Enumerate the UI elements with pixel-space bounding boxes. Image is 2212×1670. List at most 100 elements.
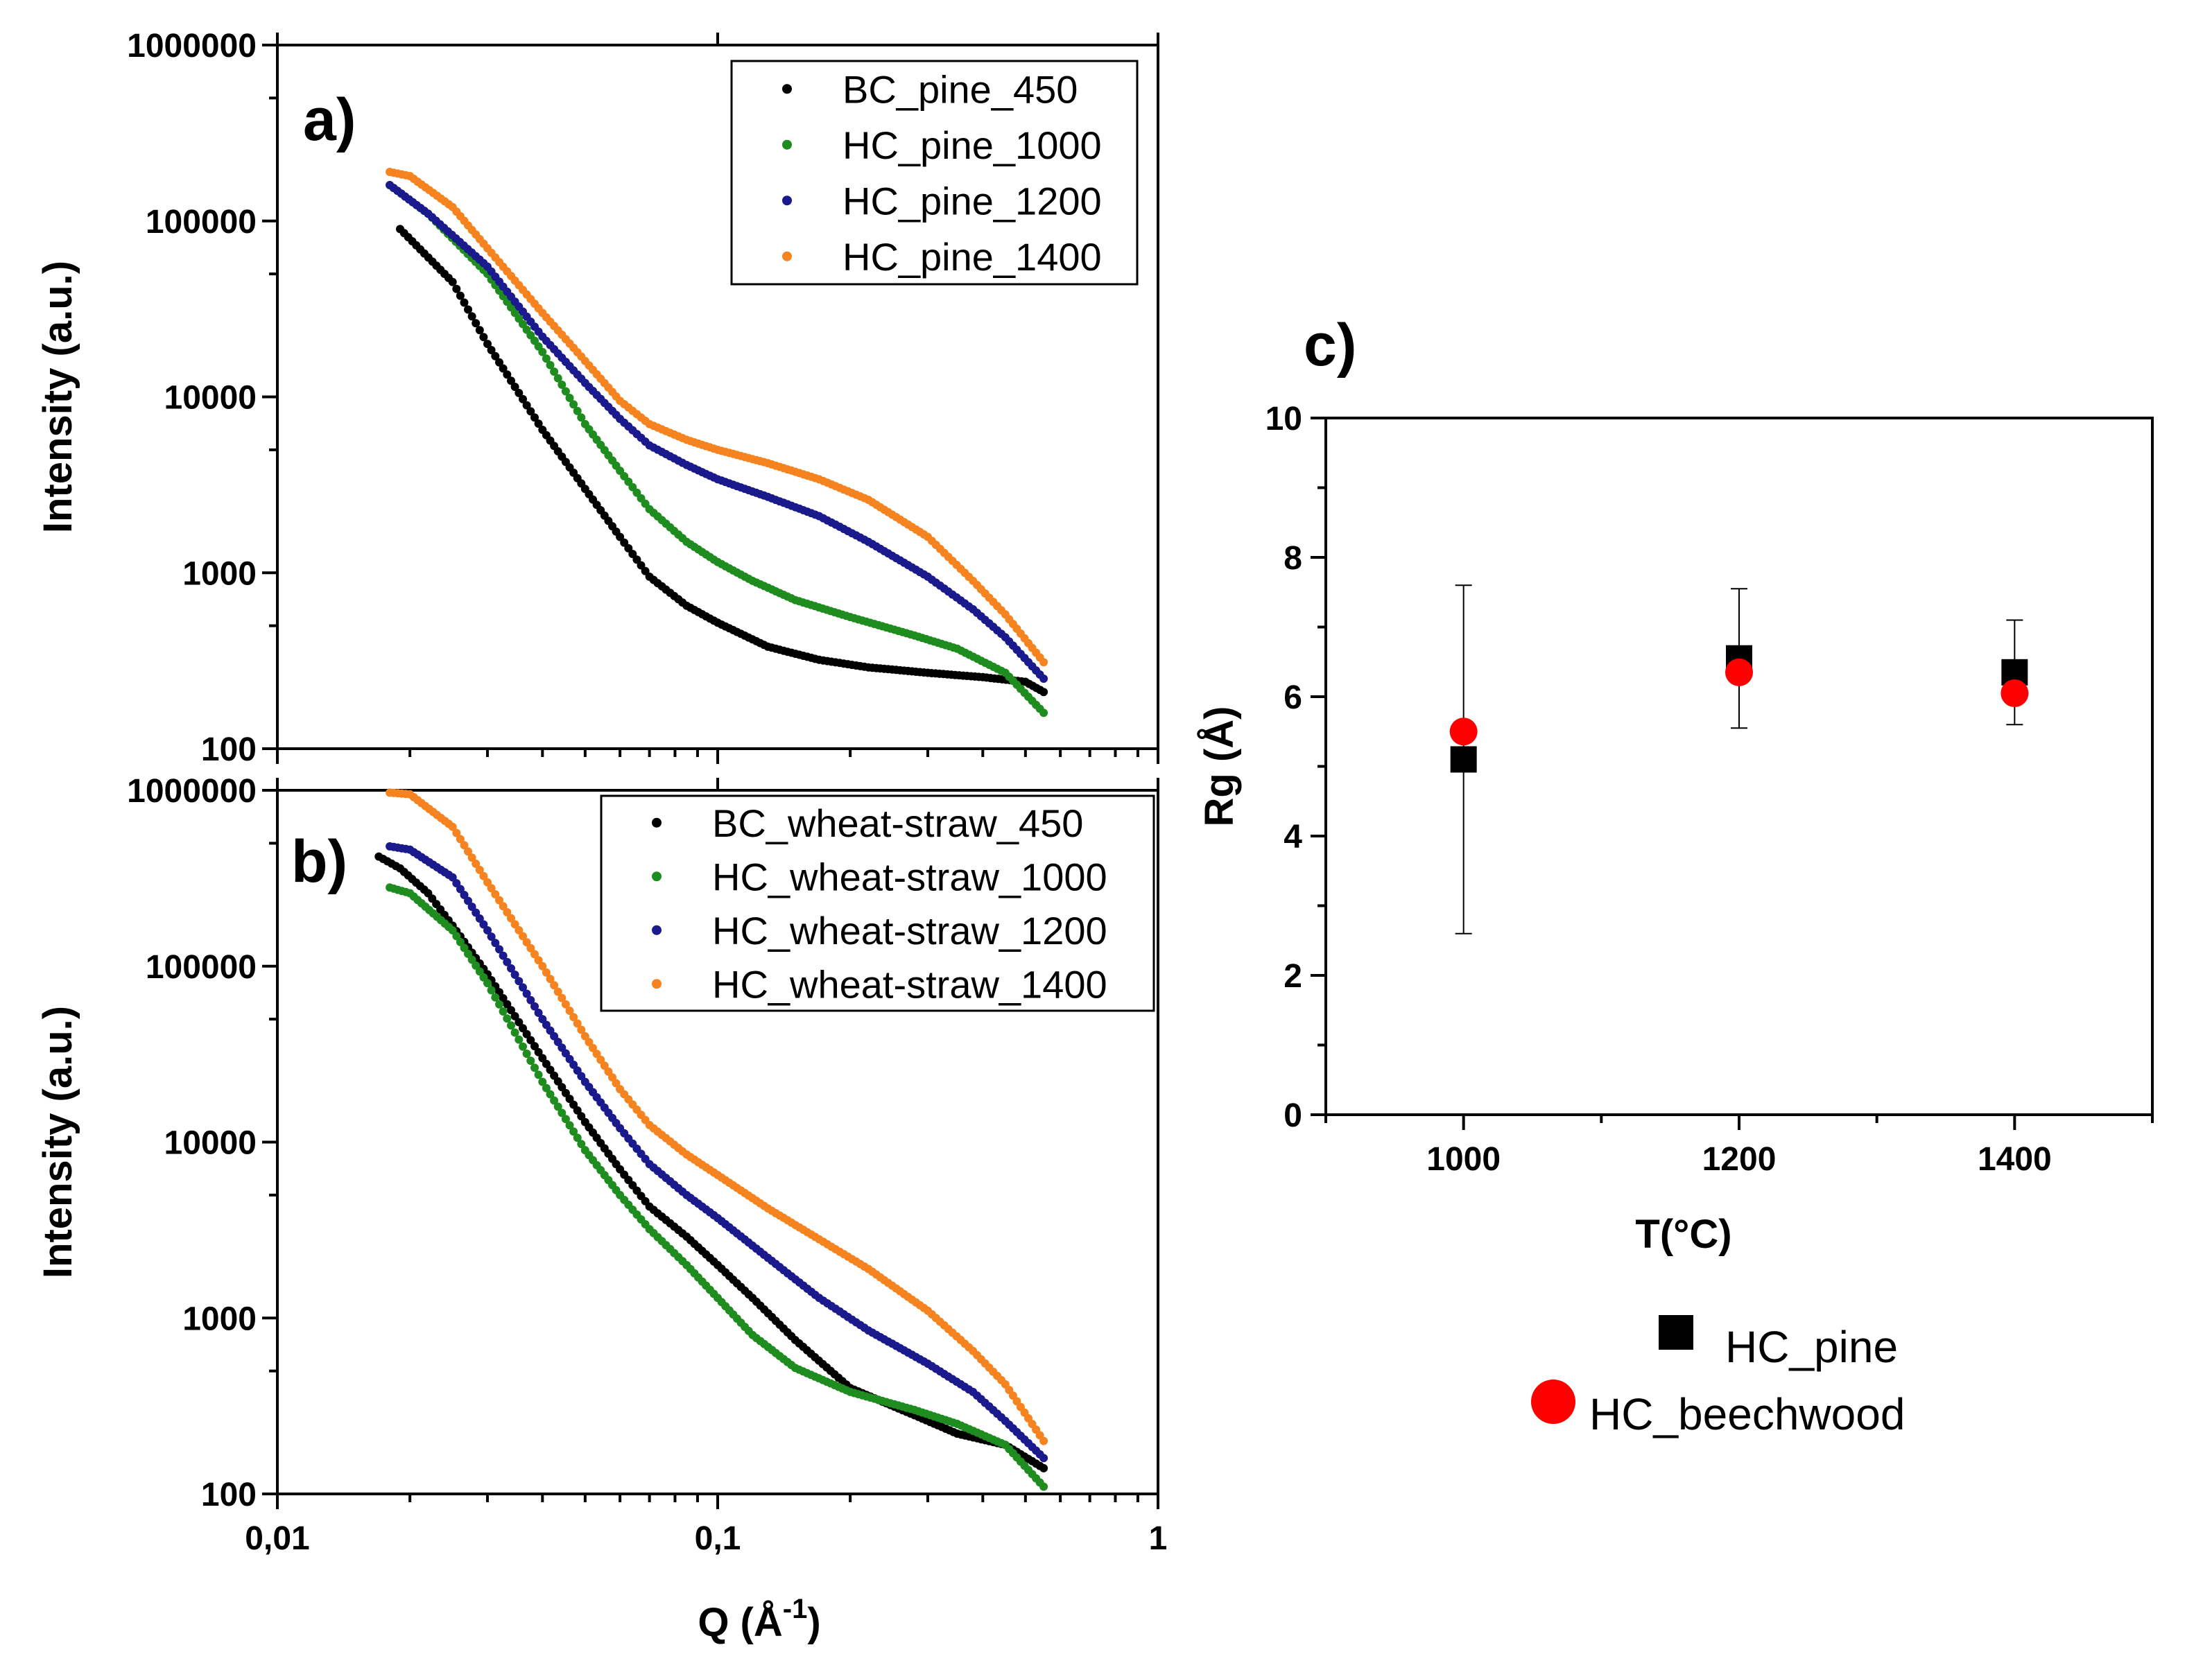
legend-label: HC_pine_1400	[843, 235, 1102, 279]
x-tick-label: 1000	[1426, 1141, 1501, 1178]
data-point	[1039, 1436, 1048, 1445]
data-point	[460, 891, 469, 899]
legend-label: HC_pine	[1725, 1322, 1898, 1372]
data-point	[580, 1032, 589, 1041]
data-point	[592, 1050, 601, 1059]
legend-marker	[1659, 1315, 1693, 1350]
data-point	[503, 957, 512, 966]
series-HC_pine	[1450, 584, 2028, 934]
data-point	[472, 319, 481, 328]
data-point	[448, 822, 457, 831]
data-point	[464, 305, 472, 314]
y-tick-label: 8	[1284, 540, 1302, 577]
data-point	[530, 1002, 539, 1011]
data-point	[510, 920, 519, 929]
series-HC_wheat-straw_1400	[386, 788, 1048, 1445]
legend-marker	[652, 817, 662, 828]
data-point	[487, 932, 496, 941]
data-point	[558, 381, 567, 389]
data-point	[530, 1042, 539, 1051]
legend-label: HC_wheat-straw_1000	[712, 855, 1107, 898]
data-point	[467, 312, 476, 321]
data-point	[641, 566, 650, 575]
data-point	[534, 1047, 543, 1056]
x-tick-label: 0,1	[695, 1520, 741, 1557]
y-tick-label: 1000	[182, 1301, 257, 1337]
data-point	[519, 1024, 527, 1033]
panel-a: 100 1000 10000 100000 1000000 Intensity (a.u.…	[35, 28, 1159, 768]
data-point	[522, 938, 531, 947]
data-point	[483, 926, 492, 934]
data-point	[565, 394, 574, 402]
data-point	[510, 1011, 519, 1020]
y-axis-title: Intensity (a.u.)	[35, 261, 80, 533]
legend-label: BC_pine_450	[843, 67, 1078, 111]
data-point	[448, 277, 457, 286]
data-point	[464, 847, 472, 856]
data-point	[515, 1035, 524, 1044]
data-point	[569, 400, 578, 409]
data-point	[499, 902, 508, 911]
legend-label: HC_beechwood	[1589, 1389, 1905, 1439]
y-axis-title: Intensity (a.u.)	[35, 1006, 80, 1278]
x-axis-title-main: Q (Å	[698, 1600, 782, 1645]
data-point	[491, 351, 500, 360]
data-point	[538, 962, 547, 971]
data-point	[573, 406, 582, 415]
data-point	[522, 401, 531, 410]
data-point	[499, 994, 508, 1002]
data-point	[522, 1029, 531, 1038]
data-point	[507, 1021, 515, 1030]
y-tick-label: 6	[1284, 679, 1302, 716]
legend-label: BC_wheat-straw_450	[712, 801, 1083, 845]
data-point	[526, 943, 535, 953]
data-point	[612, 1079, 621, 1088]
y-tick-label: 10000	[164, 380, 257, 417]
x-axis-title: T(°C)	[1635, 1212, 1731, 1257]
data-point	[483, 340, 492, 349]
legend-label: HC_pine_1000	[843, 123, 1102, 167]
data-point	[1039, 1463, 1048, 1472]
data-point	[1039, 708, 1048, 717]
data-point	[534, 419, 543, 428]
data-point	[1039, 1482, 1048, 1491]
series-BC_pine_450	[396, 225, 1048, 697]
data-point	[475, 865, 484, 874]
data-point	[499, 1007, 508, 1016]
data-point	[526, 995, 535, 1004]
data-point	[467, 955, 476, 964]
data-point	[499, 951, 508, 960]
data-point	[487, 346, 496, 354]
data-point	[460, 298, 469, 307]
data-point	[565, 1007, 574, 1015]
data-point	[503, 1014, 512, 1023]
data-point	[479, 871, 488, 880]
legend: BC_wheat-straw_450 HC_wheat-straw_1000 HC_…	[600, 794, 1155, 1012]
data-point	[503, 907, 512, 916]
data-point	[600, 1061, 609, 1070]
data-point	[526, 1036, 535, 1045]
legend-marker	[652, 871, 662, 882]
data-point	[620, 538, 629, 547]
x-axis-title-end: )	[807, 1600, 820, 1645]
y-tick-label: 1000000	[127, 28, 257, 64]
data-point	[542, 354, 551, 363]
legend-marker	[782, 251, 792, 261]
x-tick-label: 0,01	[245, 1520, 309, 1557]
data-point	[530, 413, 539, 422]
y-tick-label: 1000	[182, 555, 257, 592]
panel-b: 100 1000 10000 100000 1000000 0,01 0,1 1 Intensi…	[35, 773, 1167, 1645]
data-point	[530, 950, 539, 959]
data-point	[553, 1102, 562, 1111]
data-point	[561, 1115, 570, 1124]
data-point	[550, 1096, 559, 1105]
data-point	[577, 1025, 586, 1034]
legend-marker	[1531, 1380, 1575, 1424]
panel-label: a)	[303, 87, 356, 153]
data-point	[538, 347, 547, 356]
data-point	[507, 1006, 515, 1015]
data-point	[487, 986, 496, 995]
data-point	[503, 1000, 512, 1009]
data-point	[510, 971, 519, 979]
data-point	[467, 853, 476, 862]
